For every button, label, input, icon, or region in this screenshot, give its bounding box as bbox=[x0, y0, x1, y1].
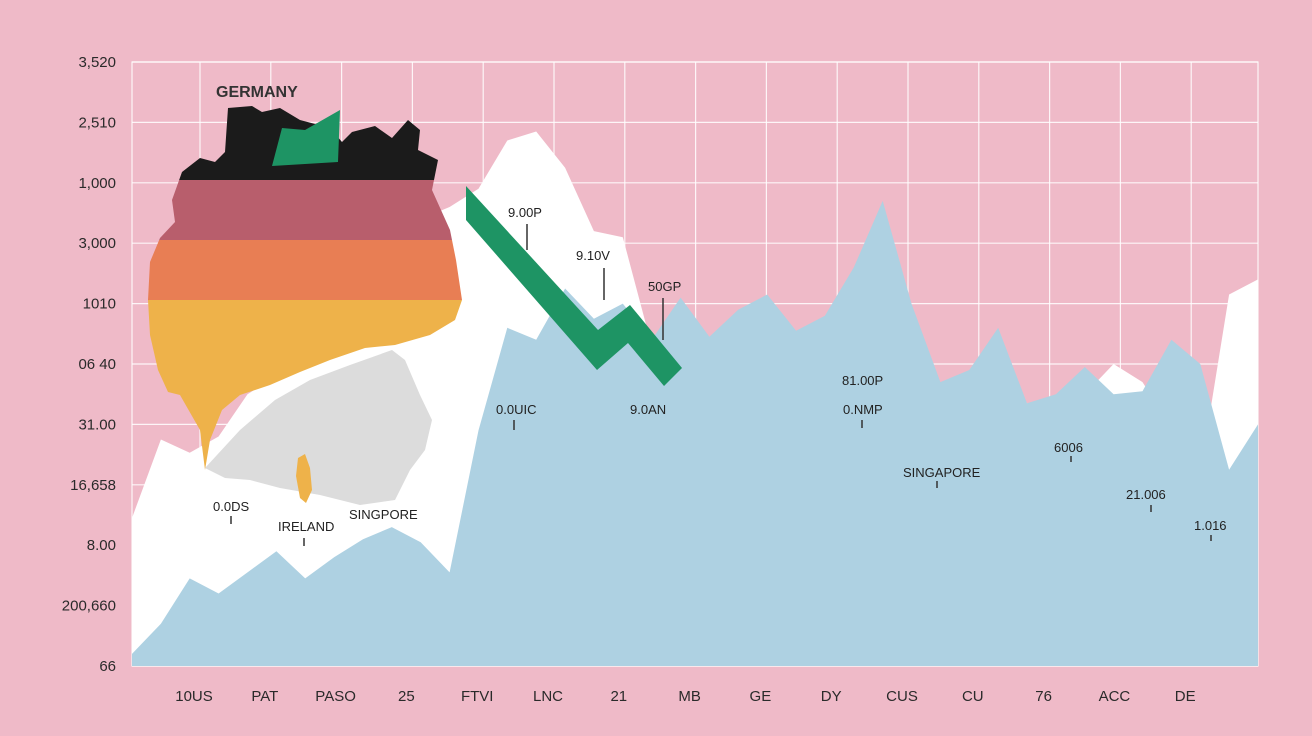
data-labels: 9.00P 9.10V 50GP 0.0UIC 9.0AN 81.00P 0.N… bbox=[213, 205, 1227, 546]
x-tick-label: 25 bbox=[398, 688, 415, 705]
flag-band-red bbox=[148, 180, 462, 240]
y-tick-label: 200,660 bbox=[62, 598, 116, 615]
data-label: 0.NMP bbox=[843, 402, 883, 417]
data-label: IRELAND bbox=[278, 519, 334, 534]
x-tick-label: CUS bbox=[886, 688, 918, 705]
data-label: 6006 bbox=[1054, 440, 1083, 455]
lower-band-area bbox=[132, 200, 1258, 666]
x-tick-label: DE bbox=[1175, 688, 1196, 705]
y-tick-label: 1010 bbox=[83, 296, 116, 313]
green-marker bbox=[272, 110, 340, 166]
x-tick-label: DY bbox=[821, 688, 842, 705]
x-tick-label: CU bbox=[962, 688, 984, 705]
data-label: 50GP bbox=[648, 279, 681, 294]
data-label: 0.0DS bbox=[213, 499, 249, 514]
data-label: 1.016 bbox=[1194, 518, 1227, 533]
x-tick-label: MB bbox=[678, 688, 701, 705]
y-tick-label: 3,520 bbox=[78, 54, 116, 71]
data-label: SINGAPORE bbox=[903, 465, 981, 480]
x-tick-label: LNC bbox=[533, 688, 563, 705]
y-tick-label: 8.00 bbox=[87, 537, 116, 554]
trend-arrow bbox=[466, 186, 682, 386]
y-tick-label: 3,000 bbox=[78, 235, 116, 252]
data-label: 9.0AN bbox=[630, 402, 666, 417]
y-tick-label: 31.00 bbox=[78, 416, 116, 433]
x-tick-label: PAT bbox=[251, 688, 278, 705]
data-label: 0.0UIC bbox=[496, 402, 536, 417]
x-tick-label: PASO bbox=[315, 688, 356, 705]
x-tick-label: 21 bbox=[610, 688, 627, 705]
y-tick-label: 06 40 bbox=[78, 356, 116, 373]
y-tick-label: 1,000 bbox=[78, 175, 116, 192]
x-tick-label: ACC bbox=[1099, 688, 1131, 705]
y-tick-label: 2,510 bbox=[78, 114, 116, 131]
neighbor-region bbox=[205, 350, 432, 505]
x-tick-label: GE bbox=[750, 688, 772, 705]
data-label: 21.006 bbox=[1126, 487, 1166, 502]
y-tick-label: 16,658 bbox=[70, 477, 116, 494]
flag-band-orange bbox=[148, 240, 462, 300]
data-label: 9.10V bbox=[576, 248, 610, 263]
x-tick-label: FTVI bbox=[461, 688, 494, 705]
y-axis-ticks: 3,520 2,510 1,000 3,000 1010 06 40 31.00 16,658… bbox=[62, 54, 116, 675]
y-tick-label: 66 bbox=[99, 658, 116, 675]
x-tick-label: 10US bbox=[175, 688, 213, 705]
island-shape bbox=[296, 454, 312, 503]
x-tick-label: 76 bbox=[1035, 688, 1052, 705]
data-label: 81.00P bbox=[842, 373, 883, 388]
chart-title: GERMANY bbox=[216, 84, 298, 101]
x-axis-ticks: 10US PAT PASO 25 FTVI LNC 21 MB GE DY CUS CU 76 ACC DE bbox=[175, 688, 1195, 705]
data-label: 9.00P bbox=[508, 205, 542, 220]
data-label: SINGPORE bbox=[349, 507, 418, 522]
